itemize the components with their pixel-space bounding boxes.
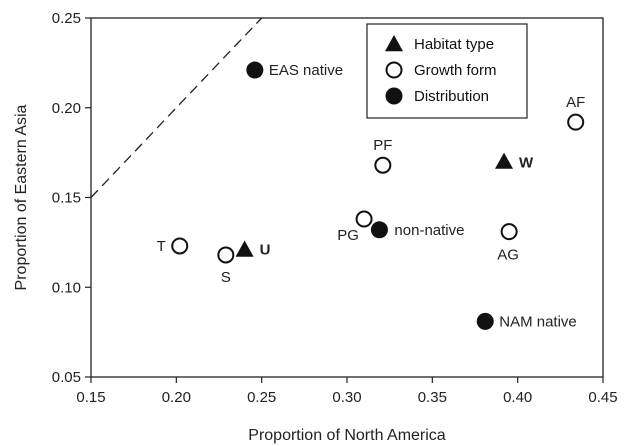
point-label-w: W (519, 155, 534, 172)
y-axis-title: Proportion of Eastern Asia (13, 104, 30, 290)
x-axis-title: Proportion of North America (248, 427, 446, 444)
y-tick-label: 0.10 (52, 279, 81, 296)
legend-label: Habitat type (414, 36, 494, 53)
point-label-u: U (260, 242, 271, 259)
point-pg (355, 210, 373, 228)
legend-label: Growth form (414, 62, 497, 79)
point-label-non-native: non-native (394, 222, 464, 239)
point-label-pg: PG (337, 227, 359, 244)
x-tick-label: 0.25 (247, 389, 276, 406)
point-af (567, 113, 585, 131)
y-tick-label: 0.20 (52, 100, 81, 117)
point-label-s: S (221, 269, 231, 286)
point-label-t: T (157, 238, 166, 255)
y-tick-label: 0.05 (52, 369, 81, 386)
reference-line-group (90, 17, 263, 198)
point-w (495, 152, 514, 169)
point-non-native (370, 221, 388, 239)
legend-marker-habitat-type (385, 35, 403, 52)
point-label-nam-native: NAM native (499, 313, 577, 330)
point-pf (374, 156, 392, 174)
x-tick-label: 0.20 (162, 389, 191, 406)
point-eas-native (246, 61, 264, 79)
point-label-af: AF (566, 94, 585, 111)
y-tick-label: 0.25 (52, 10, 81, 27)
x-tick-label: 0.45 (588, 389, 617, 406)
point-nam-native (476, 312, 494, 330)
point-label-eas-native: EAS native (269, 62, 343, 79)
point-s (217, 246, 235, 264)
point-label-pf: PF (373, 137, 392, 154)
point-t (171, 237, 189, 255)
legend: Habitat type Growth form Distribution (366, 23, 528, 119)
point-label-ag: AG (497, 247, 519, 264)
x-tick-label: 0.35 (418, 389, 447, 406)
data-points: U W T S PG PF AG AF EAS native non-native NAM nati… (157, 61, 585, 330)
x-tick-label: 0.30 (332, 389, 361, 406)
legend-label: Distribution (414, 88, 489, 105)
reference-line (90, 17, 263, 198)
point-u (235, 240, 254, 257)
axes: 0.15 0.20 0.25 0.30 0.35 0.40 0.45 0.05 0.10 0.15… (52, 10, 618, 406)
legend-marker-distribution (385, 87, 403, 105)
y-tick-label: 0.15 (52, 190, 81, 207)
point-ag (500, 223, 518, 241)
legend-marker-growth-form (385, 61, 403, 79)
x-tick-label: 0.40 (503, 389, 532, 406)
x-tick-label: 0.15 (76, 389, 105, 406)
